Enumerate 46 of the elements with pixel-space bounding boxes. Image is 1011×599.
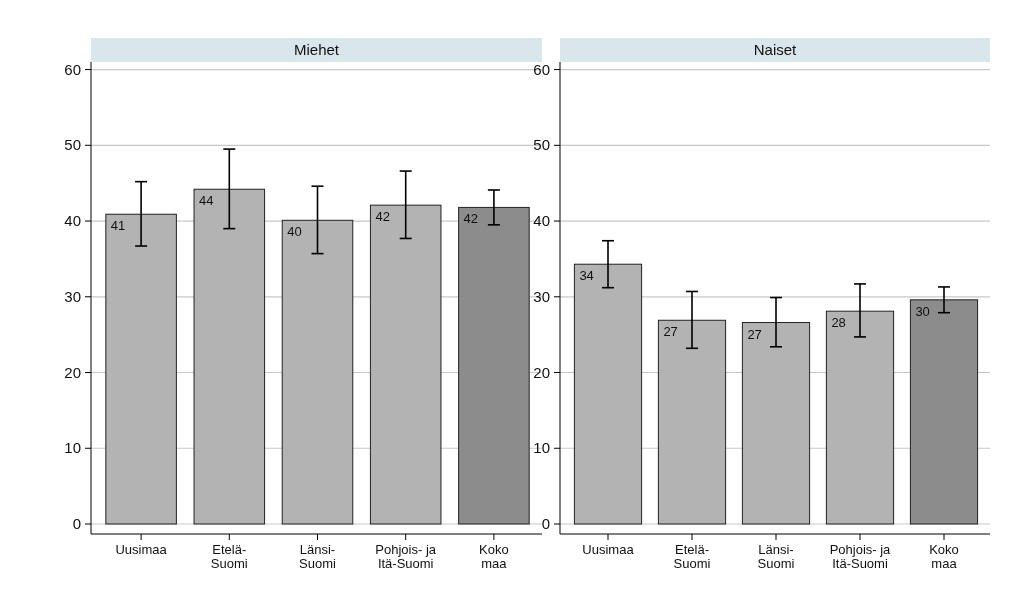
bar bbox=[458, 206, 530, 525]
y-tick-label: 0 bbox=[72, 515, 81, 532]
bar bbox=[657, 319, 727, 525]
x-tick-label: Pohjois- ja Itä-Suomi bbox=[375, 542, 437, 571]
data-label: 44 bbox=[199, 193, 214, 209]
y-tick-label: 50 bbox=[64, 136, 81, 154]
data-label: 27 bbox=[747, 326, 762, 342]
y-tick-label: 30 bbox=[533, 287, 550, 305]
x-tick-label: Pohjois- ja Itä-Suomi bbox=[829, 542, 892, 571]
x-tick-label: Etelä- Suomi bbox=[210, 542, 248, 571]
data-label: 30 bbox=[915, 303, 930, 319]
x-tick-label: Koko maa bbox=[479, 542, 509, 571]
bar bbox=[105, 213, 177, 525]
x-tick-label: Etelä- Suomi bbox=[673, 542, 711, 571]
y-tick-label: 40 bbox=[64, 212, 81, 230]
chart-title: Miehet bbox=[293, 41, 340, 58]
data-label: 34 bbox=[579, 268, 594, 284]
y-tick-label: 60 bbox=[533, 60, 550, 78]
y-tick-label: 60 bbox=[64, 60, 81, 78]
bar bbox=[825, 310, 895, 525]
bar bbox=[741, 322, 811, 525]
bar bbox=[369, 204, 442, 525]
y-tick-label: 20 bbox=[64, 363, 81, 381]
bar bbox=[281, 219, 354, 525]
x-tick-label: Koko maa bbox=[929, 542, 959, 571]
x-tick-label: Länsi- Suomi bbox=[299, 542, 337, 571]
data-label: 40 bbox=[287, 224, 302, 240]
data-label: 27 bbox=[663, 324, 678, 340]
y-tick-label: 30 bbox=[64, 287, 81, 305]
data-label: 28 bbox=[831, 315, 846, 331]
y-tick-label: 20 bbox=[533, 363, 550, 381]
y-tick-label: 0 bbox=[541, 515, 550, 532]
x-tick-label: Länsi- Suomi bbox=[757, 542, 795, 571]
y-tick-label: 50 bbox=[533, 136, 550, 154]
chart-title: Naiset bbox=[753, 41, 798, 58]
x-tick-label: Uusimaa bbox=[115, 542, 168, 557]
y-tick-label: 40 bbox=[533, 212, 550, 230]
bar bbox=[909, 299, 979, 525]
bar bbox=[573, 263, 643, 525]
data-label: 42 bbox=[375, 209, 390, 225]
data-label: 42 bbox=[463, 211, 479, 227]
data-label: 41 bbox=[110, 218, 126, 234]
y-tick-label: 10 bbox=[64, 439, 81, 457]
bar bbox=[193, 188, 266, 525]
y-tick-label: 10 bbox=[533, 439, 550, 457]
x-tick-label: Uusimaa bbox=[582, 542, 635, 557]
